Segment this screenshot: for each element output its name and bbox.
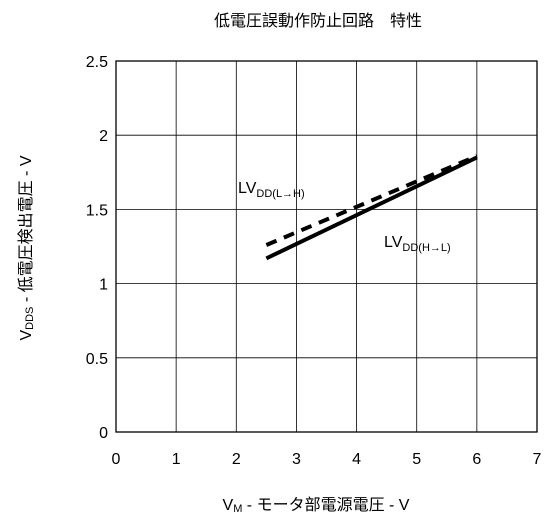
chart-title: 低電圧誤動作防止回路 特性 bbox=[214, 12, 422, 30]
series-label-hl-main: LV bbox=[384, 234, 403, 251]
series-line-0 bbox=[265, 154, 478, 247]
x-tick-label-0: 0 bbox=[112, 451, 121, 468]
x-axis-label-main: V bbox=[223, 497, 234, 514]
x-tick-label-5: 5 bbox=[412, 451, 421, 468]
y-axis-label-main: V bbox=[18, 330, 35, 341]
series-label-lh-main: LV bbox=[238, 180, 257, 197]
x-tick-label-1: 1 bbox=[172, 451, 181, 468]
x-tick-label-7: 7 bbox=[533, 451, 542, 468]
x-axis-label: VM - モータ部電源電圧 - V bbox=[223, 496, 410, 515]
x-tick-label-2: 2 bbox=[232, 451, 241, 468]
y-axis-label-rest: - 低電圧検出電圧 - V bbox=[17, 155, 35, 306]
y-tick-label-3: 1.5 bbox=[86, 202, 108, 219]
y-tick-labels: 0 0.5 1 1.5 2 2.5 bbox=[86, 54, 108, 442]
series-label-lh: LVDD(L→H) bbox=[238, 180, 305, 200]
y-tick-label-4: 2 bbox=[99, 128, 108, 145]
x-tick-label-3: 3 bbox=[292, 451, 301, 468]
data-series bbox=[265, 154, 478, 261]
series-line-1 bbox=[265, 155, 478, 261]
grid-lines bbox=[115, 60, 538, 433]
y-tick-label-1: 0.5 bbox=[86, 351, 108, 368]
y-tick-label-2: 1 bbox=[99, 277, 108, 294]
x-axis-label-sub: M bbox=[233, 503, 242, 515]
y-tick-label-0: 0 bbox=[99, 425, 108, 442]
x-tick-label-6: 6 bbox=[472, 451, 481, 468]
series-label-hl: LVDD(H→L) bbox=[384, 234, 451, 254]
y-axis-label-sub: DDS bbox=[24, 307, 36, 330]
x-tick-labels: 0 1 2 3 4 5 6 7 bbox=[112, 451, 542, 468]
plot-frame bbox=[115, 60, 538, 433]
x-tick-label-4: 4 bbox=[352, 451, 361, 468]
series-label-hl-sub: DD(H→L) bbox=[402, 242, 450, 254]
series-label-lh-sub: DD(L→H) bbox=[256, 188, 304, 200]
y-axis-label: VDDS - 低電圧検出電圧 - V bbox=[17, 155, 36, 340]
y-tick-label-5: 2.5 bbox=[86, 54, 108, 71]
x-axis-label-rest: - モータ部電源電圧 - V bbox=[242, 496, 409, 514]
